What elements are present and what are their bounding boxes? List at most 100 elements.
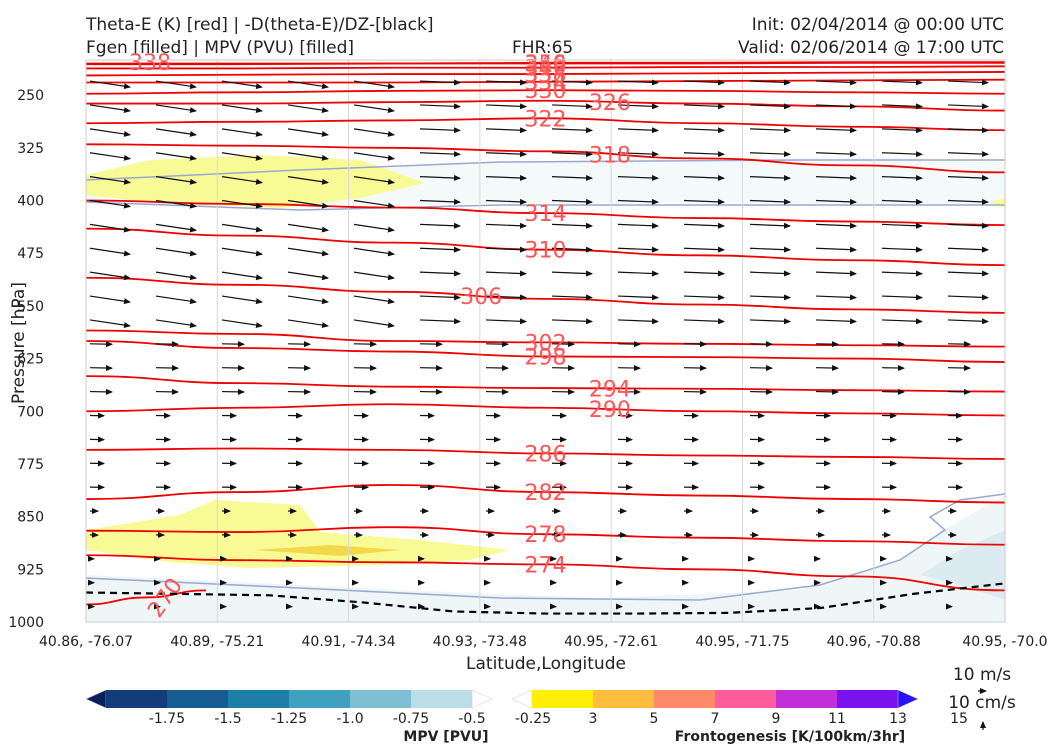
wind-vector xyxy=(551,294,593,301)
wind-vector xyxy=(815,294,857,301)
theta-e-contour xyxy=(86,447,1005,460)
colorbar-swatch xyxy=(715,690,777,708)
wind-vector xyxy=(419,294,461,301)
wind-vector xyxy=(485,79,527,86)
wind-vector xyxy=(419,151,461,158)
mpv-outline-upper-2 xyxy=(86,201,1005,211)
x-tick-label: 40.95, -70.0 xyxy=(962,634,1047,650)
theta-e-label: 322 xyxy=(525,107,567,132)
wind-vector xyxy=(155,295,197,305)
mpv-outline-lower xyxy=(86,493,1005,601)
x-tick-label: 40.89, -75.21 xyxy=(170,634,264,650)
wind-vector xyxy=(551,318,593,325)
y-tick-label: 550 xyxy=(17,299,44,315)
wind-vector xyxy=(551,79,593,86)
x-axis-label: Latitude,Longitude xyxy=(466,654,626,674)
y-tick-label: 250 xyxy=(17,88,44,104)
mpv-colorbar: -1.75 -1.5 -1.25 -1.0 -0.75 -0.5 -0.25 xyxy=(85,689,551,727)
wind-vector xyxy=(881,294,923,301)
wind-vector xyxy=(683,174,725,181)
colorbar-tick-label: 11 xyxy=(828,711,846,727)
wind-vector xyxy=(947,151,989,158)
wind-vector xyxy=(221,319,263,329)
wind-vector xyxy=(419,79,461,86)
wind-vector xyxy=(881,79,923,86)
wind-vector xyxy=(89,271,131,281)
wind-vector xyxy=(683,294,725,301)
wind-vector xyxy=(287,176,329,185)
fgen-fill-lower xyxy=(86,500,510,568)
wind-vector xyxy=(485,222,527,229)
y-tick-label: 400 xyxy=(17,194,44,210)
y-axis-label: Pressure [hPa] xyxy=(9,282,29,404)
y-tick-label: 700 xyxy=(17,404,44,420)
colorbar-swatch xyxy=(837,690,899,708)
wind-vector xyxy=(419,127,461,134)
wind-vector xyxy=(419,318,461,325)
theta-e-contour xyxy=(86,61,1005,65)
wind-vector xyxy=(683,222,725,229)
wind-vector xyxy=(881,318,923,325)
wind-vector xyxy=(155,128,197,137)
colorbar-tick-label: -1.0 xyxy=(336,711,363,727)
colorbar-end-arrow xyxy=(511,689,533,709)
colorbar-tick-label: 3 xyxy=(589,711,598,727)
wind-vector xyxy=(551,222,593,229)
dtheta-dz-contour xyxy=(86,582,1005,615)
y-tick-label: 1000 xyxy=(8,615,44,631)
forecast-hour: FHR:65 xyxy=(512,38,574,58)
colorbar-tick-label: -1.5 xyxy=(214,711,241,727)
wind-vector xyxy=(881,127,923,134)
theta-e-label: 346 xyxy=(525,53,567,78)
theta-e-contour xyxy=(86,65,1005,70)
colorbar-tick-label: 7 xyxy=(711,711,720,727)
theta-e-contour xyxy=(86,329,1005,348)
wind-vector xyxy=(683,270,725,277)
wind-vector xyxy=(881,103,923,110)
wind-vector xyxy=(485,198,527,205)
wind-vector xyxy=(617,103,659,110)
theta-e-contour xyxy=(86,375,1005,393)
wind-vector xyxy=(353,295,395,305)
theta-e-label: 350 xyxy=(525,52,567,77)
theta-e-label: 290 xyxy=(589,398,631,423)
wind-vector xyxy=(155,223,197,233)
wind-vector xyxy=(815,270,857,277)
wind-vector xyxy=(89,152,131,161)
wind-vector xyxy=(287,295,329,305)
wind-vector xyxy=(815,127,857,134)
colorbar-tick-label: 9 xyxy=(772,711,781,727)
wind-vector xyxy=(815,103,857,110)
wind-vector xyxy=(419,222,461,229)
contour-labels: 2702742782822862902942983023063103143183… xyxy=(129,51,631,623)
colorbar-swatch xyxy=(411,690,473,708)
wind-vector xyxy=(287,152,329,161)
wind-vector xyxy=(221,152,263,161)
theta-e-contour xyxy=(86,71,1005,77)
y-tick-label: 775 xyxy=(17,457,44,473)
wind-vector xyxy=(881,198,923,205)
colorbar-end-arrow xyxy=(897,689,919,709)
wind-vector xyxy=(617,127,659,134)
mpv-fill-lower xyxy=(86,495,1005,622)
wind-vector xyxy=(89,104,131,114)
frontogenesis-colorbar: 3 5 7 9 11 13 15 xyxy=(511,689,968,727)
theta-e-label: 318 xyxy=(589,143,631,168)
colorbar-tick-label: -0.75 xyxy=(393,711,429,727)
theta-e-label: 286 xyxy=(525,442,567,467)
wind-vector xyxy=(749,127,791,134)
wind-vector xyxy=(617,294,659,301)
theta-e-label: 274 xyxy=(525,553,567,578)
wind-vector xyxy=(683,318,725,325)
wind-vector xyxy=(947,270,989,277)
wind-vector xyxy=(89,247,131,257)
colorbar-swatch xyxy=(350,690,412,708)
title-line-1: Theta-E (K) [red] | -D(theta-E)/DZ-[blac… xyxy=(86,15,434,35)
wind-vector xyxy=(551,198,593,205)
wind-vector xyxy=(287,223,329,233)
wind-vector xyxy=(881,151,923,158)
wind-vector xyxy=(485,151,527,158)
wind-vector xyxy=(419,198,461,205)
wind-vector xyxy=(551,246,593,253)
